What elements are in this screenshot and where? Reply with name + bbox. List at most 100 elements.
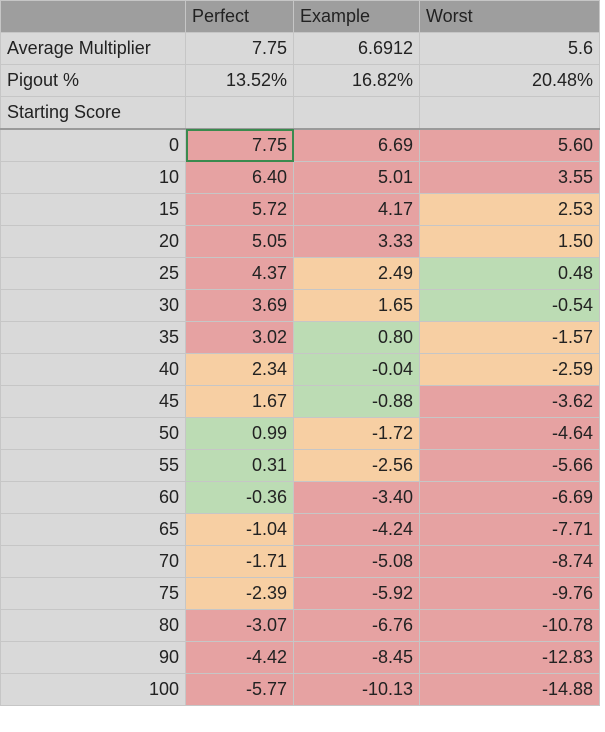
value-cell-perfect[interactable]: 0.99 (185, 417, 294, 450)
value-cell-worst[interactable]: -2.59 (419, 353, 600, 386)
average-multiplier-perfect[interactable]: 7.75 (185, 32, 294, 65)
value-cell-worst[interactable]: -9.76 (419, 577, 600, 610)
value-cell-worst[interactable]: 5.60 (419, 128, 600, 162)
value-cell-example[interactable]: 1.65 (293, 289, 420, 322)
value-cell-example[interactable]: 2.49 (293, 257, 420, 290)
starting-score-cell[interactable]: 10 (0, 161, 186, 194)
starting-score-cell[interactable]: 75 (0, 577, 186, 610)
starting-score-cell[interactable]: 100 (0, 673, 186, 706)
header-cell-example[interactable]: Example (293, 0, 420, 33)
table-row: 55 0.31 -2.56 -5.66 (0, 449, 600, 482)
starting-score-row: Starting Score (0, 96, 600, 130)
average-multiplier-worst[interactable]: 5.6 (419, 32, 600, 65)
value-cell-perfect[interactable]: -1.04 (185, 513, 294, 546)
value-cell-worst[interactable]: -5.66 (419, 449, 600, 482)
header-cell-worst[interactable]: Worst (419, 0, 600, 33)
value-cell-worst[interactable]: -12.83 (419, 641, 600, 674)
starting-score-cell[interactable]: 80 (0, 609, 186, 642)
starting-score-cell[interactable]: 65 (0, 513, 186, 546)
value-cell-example[interactable]: 0.80 (293, 321, 420, 354)
value-cell-example[interactable]: -5.92 (293, 577, 420, 610)
value-cell-example[interactable]: -0.88 (293, 385, 420, 418)
pigout-label[interactable]: Pigout % (0, 64, 186, 97)
value-cell-worst[interactable]: -4.64 (419, 417, 600, 450)
starting-score-cell[interactable]: 55 (0, 449, 186, 482)
starting-score-cell[interactable]: 40 (0, 353, 186, 386)
value-cell-example[interactable]: -2.56 (293, 449, 420, 482)
header-cell-corner[interactable] (0, 0, 186, 33)
value-cell-perfect[interactable]: 7.75 (185, 128, 294, 162)
value-cell-worst[interactable]: -1.57 (419, 321, 600, 354)
value-cell-perfect[interactable]: 5.05 (185, 225, 294, 258)
value-cell-example[interactable]: 5.01 (293, 161, 420, 194)
value-cell-example[interactable]: -10.13 (293, 673, 420, 706)
value-cell-worst[interactable]: -14.88 (419, 673, 600, 706)
starting-score-empty-cell[interactable] (293, 96, 420, 130)
value-cell-worst[interactable]: -3.62 (419, 385, 600, 418)
value-cell-perfect[interactable]: -3.07 (185, 609, 294, 642)
value-cell-worst[interactable]: 0.48 (419, 257, 600, 290)
value-cell-worst[interactable]: -7.71 (419, 513, 600, 546)
value-cell-perfect[interactable]: 2.34 (185, 353, 294, 386)
value-cell-example[interactable]: 3.33 (293, 225, 420, 258)
table-row: 0 7.75 6.69 5.60 (0, 128, 600, 162)
value-cell-worst[interactable]: 2.53 (419, 193, 600, 226)
value-cell-example[interactable]: -8.45 (293, 641, 420, 674)
value-cell-perfect[interactable]: -4.42 (185, 641, 294, 674)
value-cell-perfect[interactable]: 4.37 (185, 257, 294, 290)
value-cell-perfect[interactable]: -0.36 (185, 481, 294, 514)
value-cell-perfect[interactable]: -5.77 (185, 673, 294, 706)
value-cell-perfect[interactable]: 3.69 (185, 289, 294, 322)
starting-score-cell[interactable]: 0 (0, 128, 186, 162)
starting-score-empty-cell[interactable] (419, 96, 600, 130)
table-row: 90 -4.42 -8.45 -12.83 (0, 641, 600, 674)
starting-score-cell[interactable]: 50 (0, 417, 186, 450)
value-cell-worst[interactable]: -8.74 (419, 545, 600, 578)
value-cell-worst[interactable]: -6.69 (419, 481, 600, 514)
value-cell-worst[interactable]: -0.54 (419, 289, 600, 322)
starting-score-cell[interactable]: 20 (0, 225, 186, 258)
starting-score-label[interactable]: Starting Score (0, 96, 186, 130)
value-cell-example[interactable]: -0.04 (293, 353, 420, 386)
value-cell-worst[interactable]: 1.50 (419, 225, 600, 258)
value-cell-example[interactable]: 6.69 (293, 128, 420, 162)
starting-score-cell[interactable]: 15 (0, 193, 186, 226)
table-row: 45 1.67 -0.88 -3.62 (0, 385, 600, 418)
spreadsheet-grid: Perfect Example Worst Average Multiplier… (0, 0, 600, 706)
average-multiplier-label[interactable]: Average Multiplier (0, 32, 186, 65)
value-cell-example[interactable]: -6.76 (293, 609, 420, 642)
value-cell-example[interactable]: -5.08 (293, 545, 420, 578)
value-cell-example[interactable]: -1.72 (293, 417, 420, 450)
starting-score-cell[interactable]: 30 (0, 289, 186, 322)
value-cell-perfect[interactable]: 1.67 (185, 385, 294, 418)
pigout-perfect[interactable]: 13.52% (185, 64, 294, 97)
value-cell-example[interactable]: -3.40 (293, 481, 420, 514)
starting-score-cell[interactable]: 70 (0, 545, 186, 578)
starting-score-cell[interactable]: 60 (0, 481, 186, 514)
value-cell-perfect[interactable]: -2.39 (185, 577, 294, 610)
pigout-row: Pigout % 13.52% 16.82% 20.48% (0, 64, 600, 97)
average-multiplier-example[interactable]: 6.6912 (293, 32, 420, 65)
table-row: 15 5.72 4.17 2.53 (0, 193, 600, 226)
value-cell-perfect[interactable]: 6.40 (185, 161, 294, 194)
value-cell-perfect[interactable]: 3.02 (185, 321, 294, 354)
value-cell-perfect[interactable]: -1.71 (185, 545, 294, 578)
table-row: 65 -1.04 -4.24 -7.71 (0, 513, 600, 546)
starting-score-cell[interactable]: 35 (0, 321, 186, 354)
value-cell-perfect[interactable]: 0.31 (185, 449, 294, 482)
value-cell-perfect[interactable]: 5.72 (185, 193, 294, 226)
table-row: 80 -3.07 -6.76 -10.78 (0, 609, 600, 642)
value-cell-worst[interactable]: 3.55 (419, 161, 600, 194)
pigout-worst[interactable]: 20.48% (419, 64, 600, 97)
starting-score-cell[interactable]: 25 (0, 257, 186, 290)
table-row: 75 -2.39 -5.92 -9.76 (0, 577, 600, 610)
starting-score-cell[interactable]: 45 (0, 385, 186, 418)
starting-score-empty-cell[interactable] (185, 96, 294, 130)
starting-score-cell[interactable]: 90 (0, 641, 186, 674)
pigout-example[interactable]: 16.82% (293, 64, 420, 97)
average-multiplier-row: Average Multiplier 7.75 6.6912 5.6 (0, 32, 600, 65)
header-cell-perfect[interactable]: Perfect (185, 0, 294, 33)
value-cell-worst[interactable]: -10.78 (419, 609, 600, 642)
value-cell-example[interactable]: -4.24 (293, 513, 420, 546)
value-cell-example[interactable]: 4.17 (293, 193, 420, 226)
